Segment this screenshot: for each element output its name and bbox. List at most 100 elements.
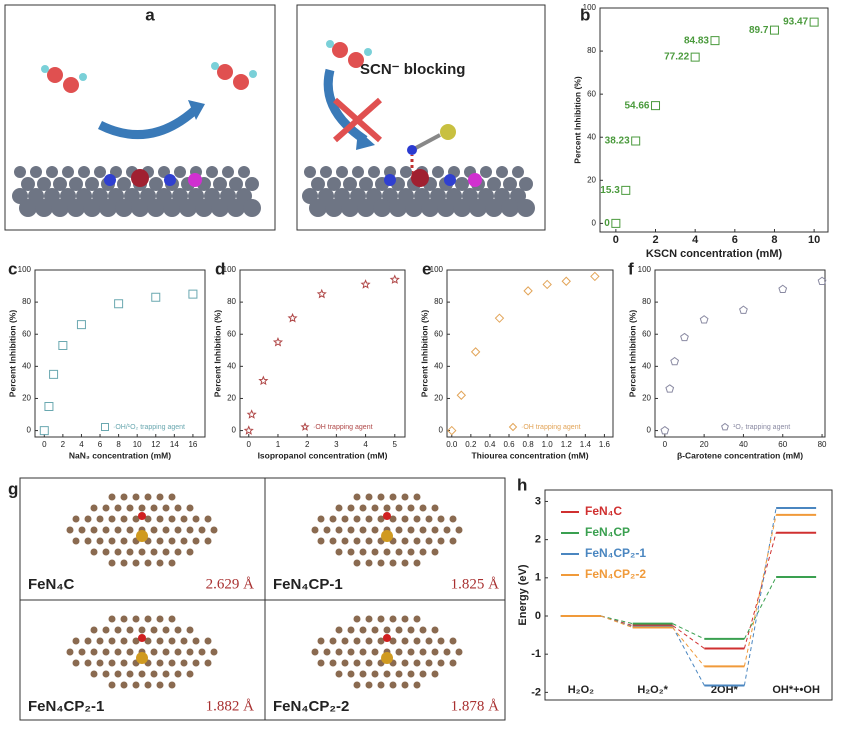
lattice-atom [132,493,140,501]
iron-atom [381,530,393,542]
lattice-atom [126,504,134,512]
distance: 2.629 Å [206,576,255,592]
plot-frame [34,269,206,438]
value-label: 93.47 [783,17,808,28]
lattice-atom [126,648,134,656]
lattice-atom [419,648,427,656]
y-tick-label: 100 [583,3,597,12]
carbon-atom [453,199,471,217]
lattice-atom [413,559,421,567]
lattice-atom [132,559,140,567]
lattice-atom [347,526,355,534]
lattice-atom [180,537,188,545]
lattice-atom [383,548,391,556]
o-atom [348,52,364,68]
lattice-atom [365,637,373,645]
lattice-atom [341,537,349,545]
panel-letter: a [145,5,155,24]
x-tick-label: 20 [700,440,709,449]
legend-marker [300,422,310,431]
connector [672,626,705,686]
panel-letter: h [517,475,527,494]
lattice-atom [96,537,104,545]
y-tick-label: 100 [638,265,652,274]
lattice-atom [162,526,170,534]
lattice-atom [102,626,110,634]
x-tick-label: 12 [151,440,160,449]
lattice-atom [96,659,104,667]
lattice-atom [144,493,152,501]
lattice-atom [335,670,343,678]
lattice-atom [150,504,158,512]
lattice-atom [311,648,319,656]
x-tick-label: 2 [61,440,66,449]
lattice-atom [395,548,403,556]
lattice-atom [413,637,421,645]
lattice-atom [114,648,122,656]
x-tick-label: 10 [133,440,142,449]
x-tick-label: 10 [808,234,820,246]
carbon-atom [149,177,163,191]
lattice-atom [389,493,397,501]
h-atom [41,65,49,73]
carbon-atom [503,177,517,191]
carbon-atom [519,177,533,191]
lattice-atom [317,515,325,523]
lattice-atom [72,537,80,545]
lattice-atom [377,637,385,645]
lattice-atom [395,648,403,656]
lattice-atom [162,504,170,512]
carbon-atom [501,199,519,217]
lattice-atom [359,670,367,678]
lattice-atom [156,659,164,667]
y-tick-label: -2 [531,686,541,698]
connector [743,514,777,667]
lattice-atom [407,648,415,656]
lattice-atom [413,515,421,523]
carbon-atom [117,177,131,191]
carbon-atom [480,166,492,178]
lattice-atom [120,493,128,501]
marker [151,292,161,302]
y-tick-label: 0 [647,426,652,435]
x-tick-label: 0 [42,440,47,449]
lattice-atom [395,626,403,634]
carbon-atom [517,199,535,217]
y-tick-label: 80 [227,297,236,306]
carbon-atom [83,199,101,217]
lattice-atom [72,659,80,667]
carbon-atom [487,177,501,191]
carbon-atom [30,166,42,178]
carbon-atom [341,199,359,217]
iron-atom [136,652,148,664]
lattice-atom [156,559,164,567]
lattice-atom [66,648,74,656]
lattice-atom [353,537,361,545]
y-tick-label: 60 [227,329,236,338]
lattice-atom [353,681,361,689]
bond [411,133,441,152]
lattice-atom [401,681,409,689]
connector [600,615,633,625]
lattice-atom [114,670,122,678]
marker [590,271,600,282]
lattice-atom [383,504,391,512]
carbon-atom [496,166,508,178]
lattice-atom [180,637,188,645]
lattice-atom [180,659,188,667]
carbon-atom [368,166,380,178]
panel-letter: b [580,5,590,24]
marker [561,276,571,286]
lattice-atom [120,559,128,567]
y-tick-label: 0 [232,426,237,435]
lattice-atom [449,637,457,645]
lattice-atom [311,526,319,534]
legend-label: ·OH trapping agent [521,424,581,431]
lattice-atom [168,537,176,545]
x-tick-label: H₂O₂ [568,684,594,696]
carbon-atom [179,199,197,217]
lattice-atom [90,648,98,656]
lattice-atom [108,681,116,689]
x-axis-label: NaN₃ concentration (mM) [69,450,171,460]
arrow-head [356,130,375,150]
